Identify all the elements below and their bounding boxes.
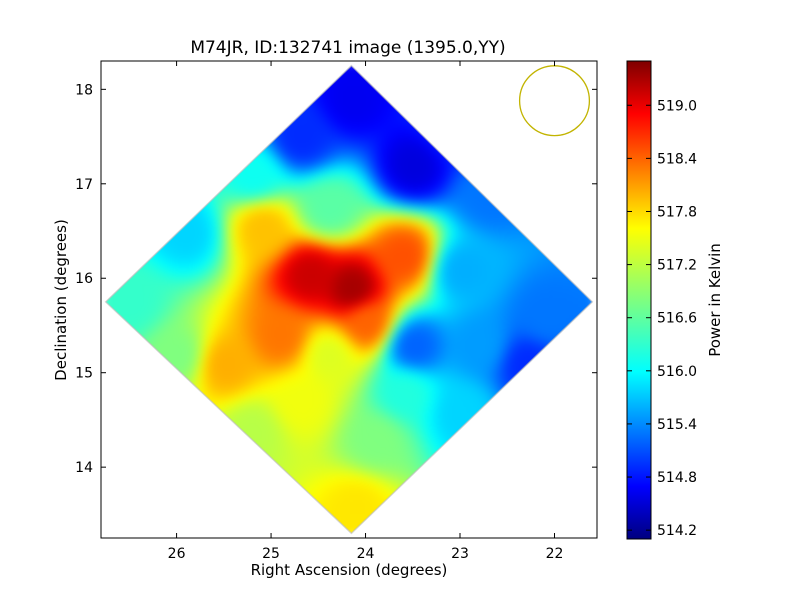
x-tick-label: 22 <box>546 546 564 562</box>
y-axis-label: Declination (degrees) <box>52 219 70 381</box>
colorbar-tick-label: 516.0 <box>657 364 697 380</box>
colorbar-tick-label: 518.4 <box>657 151 697 167</box>
x-tick-label: 23 <box>451 546 469 562</box>
y-tick-label: 16 <box>75 271 93 287</box>
chart-title: M74JR, ID:132741 image (1395.0,YY) <box>190 38 505 58</box>
x-tick-label: 24 <box>357 546 375 562</box>
x-tick-label: 25 <box>262 546 280 562</box>
colorbar-tick-label: 517.8 <box>657 204 697 220</box>
y-tick-label: 15 <box>75 366 93 382</box>
colorbar-gradient <box>626 60 652 540</box>
x-tick-label: 26 <box>168 546 186 562</box>
colorbar-tick-label: 519.0 <box>657 98 697 114</box>
colorbar-tick-label: 514.2 <box>657 523 697 539</box>
y-tick-label: 17 <box>75 177 93 193</box>
colorbar: 514.2 514.8 515.4 516.0 516.6 517.2 517.8 518.4… <box>626 60 724 540</box>
x-axis-label: Right Ascension (degrees) <box>251 561 448 579</box>
colorbar-tick-label: 517.2 <box>657 258 697 274</box>
plot-frame <box>100 60 598 539</box>
heatmap-image <box>105 65 593 534</box>
plot-area <box>104 64 594 535</box>
colorbar-tick-label: 514.8 <box>657 470 697 486</box>
y-tick-label: 14 <box>75 460 93 476</box>
colorbar-label: Power in Kelvin <box>706 243 724 357</box>
beam-circle <box>518 65 591 137</box>
colorbar-ticks: 514.2 514.8 515.4 516.0 516.6 517.2 517.8 518.4… <box>627 98 697 539</box>
footprint-outline <box>104 64 594 535</box>
y-tick-label: 18 <box>75 82 93 98</box>
colorbar-tick-label: 515.4 <box>657 417 697 433</box>
x-axis-ticks: 26 25 24 23 22 <box>168 61 564 562</box>
y-axis-ticks: 14 15 16 17 18 <box>75 82 597 476</box>
colorbar-tick-label: 516.6 <box>657 311 697 327</box>
